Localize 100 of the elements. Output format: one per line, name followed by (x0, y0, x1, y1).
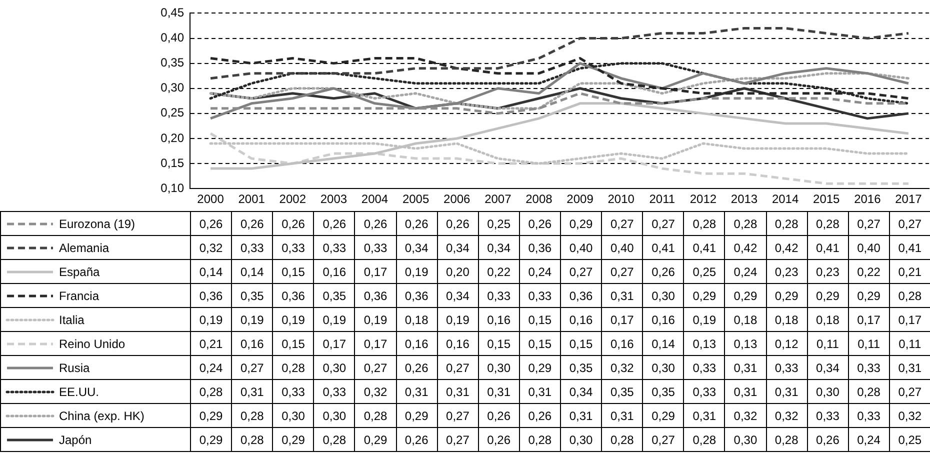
data-label: 0,31 (437, 380, 478, 404)
data-label: 0,24 (724, 260, 766, 284)
x-tick-label: 2003 (320, 192, 348, 206)
data-label: 0,17 (314, 332, 355, 356)
data-label: 0,30 (807, 380, 848, 404)
data-label: 0,36 (272, 284, 314, 308)
data-label: 0,36 (519, 236, 560, 260)
data-label: 0,15 (519, 308, 560, 332)
y-tick-label: 0,35 (160, 56, 184, 70)
data-label: 0,19 (190, 308, 232, 332)
data-label: 0,32 (724, 404, 766, 428)
data-label: 0,33 (848, 356, 890, 380)
data-label: 0,27 (437, 404, 478, 428)
x-tick-label: 2006 (444, 192, 471, 206)
x-tick-label: 2013 (730, 192, 758, 206)
data-label: 0,15 (478, 332, 520, 356)
data-label: 0,15 (272, 332, 314, 356)
data-label: 0,24 (848, 428, 890, 452)
data-label: 0,32 (190, 236, 232, 260)
legend-label: China (exp. HK) (0, 404, 190, 428)
data-label: 0,33 (314, 236, 355, 260)
data-label: 0,36 (354, 284, 396, 308)
data-label: 0,15 (560, 332, 602, 356)
legend-label: España (0, 260, 190, 284)
data-label: 0,31 (519, 380, 560, 404)
line-series (209, 26, 910, 80)
data-label: 0,26 (807, 428, 848, 452)
data-label: 0,12 (766, 332, 808, 356)
data-label: 0,32 (354, 380, 396, 404)
data-label: 0,16 (560, 308, 602, 332)
data-label: 0,29 (642, 404, 684, 428)
data-label: 0,20 (437, 260, 478, 284)
data-label: 0,40 (602, 236, 643, 260)
data-label: 0,27 (354, 356, 396, 380)
data-label: 0,33 (272, 380, 314, 404)
data-label: 0,16 (478, 308, 520, 332)
data-label: 0,33 (519, 284, 560, 308)
y-tick-label: 0,10 (160, 180, 184, 195)
x-tick-label: 2014 (772, 192, 799, 206)
data-label: 0,33 (684, 356, 725, 380)
data-label: 0,30 (478, 356, 520, 380)
data-label: 0,27 (232, 356, 273, 380)
data-label: 0,34 (478, 236, 520, 260)
data-label: 0,40 (848, 236, 890, 260)
data-label: 0,26 (396, 428, 438, 452)
data-label: 0,41 (642, 236, 684, 260)
data-label: 0,28 (232, 404, 273, 428)
data-label: 0,28 (684, 212, 725, 236)
data-label: 0,30 (314, 404, 355, 428)
data-label: 0,29 (560, 212, 602, 236)
data-label: 0,31 (724, 380, 766, 404)
data-label: 0,33 (807, 404, 848, 428)
data-label: 0,29 (190, 404, 232, 428)
data-label: 0,33 (848, 404, 890, 428)
data-label: 0,27 (889, 212, 930, 236)
data-label: 0,27 (602, 260, 643, 284)
data-label: 0,18 (766, 308, 808, 332)
data-label: 0,31 (889, 356, 930, 380)
data-label: 0,28 (190, 380, 232, 404)
data-label: 0,33 (766, 356, 808, 380)
x-tick-label: 2005 (402, 192, 430, 206)
data-label: 0,29 (190, 428, 232, 452)
data-label: 0,33 (354, 236, 396, 260)
data-label: 0,29 (272, 428, 314, 452)
legend-label: Francia (0, 284, 190, 308)
data-label: 0,27 (437, 356, 478, 380)
data-label: 0,28 (724, 212, 766, 236)
data-label: 0,19 (396, 260, 438, 284)
data-label: 0,28 (766, 428, 808, 452)
data-label: 0,26 (314, 212, 355, 236)
data-label: 0,30 (314, 356, 355, 380)
data-label: 0,26 (519, 212, 560, 236)
x-tick-label: 2010 (608, 192, 635, 206)
data-label: 0,26 (519, 404, 560, 428)
data-label: 0,27 (642, 428, 684, 452)
x-tick-label: 2015 (813, 192, 840, 206)
data-label: 0,19 (684, 308, 725, 332)
y-tick-label: 0,45 (160, 6, 184, 20)
data-label: 0,33 (272, 236, 314, 260)
data-label: 0,34 (437, 284, 478, 308)
data-label: 0,31 (478, 380, 520, 404)
x-tick-label: 2000 (197, 192, 224, 206)
data-label: 0,17 (848, 308, 890, 332)
data-label: 0,22 (848, 260, 890, 284)
legend-label: EE.UU. (0, 380, 190, 404)
data-label: 0,27 (560, 260, 602, 284)
data-label: 0,14 (642, 332, 684, 356)
data-label: 0,30 (642, 356, 684, 380)
x-tick-label: 2007 (484, 192, 512, 206)
data-label: 0,29 (684, 284, 725, 308)
data-label: 0,31 (684, 404, 725, 428)
data-label: 0,28 (807, 212, 848, 236)
data-label: 0,33 (314, 380, 355, 404)
data-label: 0,11 (848, 332, 890, 356)
data-label: 0,31 (396, 380, 438, 404)
data-label: 0,28 (684, 428, 725, 452)
y-tick-label: 0,25 (160, 106, 184, 120)
data-label: 0,29 (848, 284, 890, 308)
data-label: 0,19 (354, 308, 396, 332)
data-label: 0,34 (437, 236, 478, 260)
